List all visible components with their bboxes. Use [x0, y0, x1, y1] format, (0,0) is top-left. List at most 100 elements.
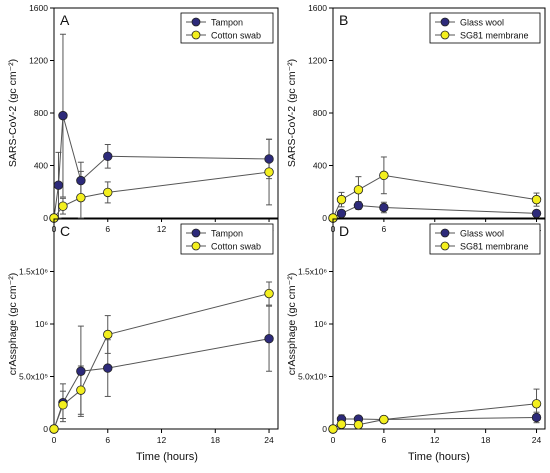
y-tick-label: 1200	[29, 56, 48, 66]
data-point	[379, 202, 389, 213]
panels: 04008001200160006121824SARS-CoV-2 (gc cm…	[7, 3, 546, 445]
data-point	[353, 420, 364, 430]
data-point	[76, 366, 86, 376]
legend-label: SG81 membrane	[460, 31, 529, 41]
legend: Tampon Cotton swab	[180, 12, 274, 44]
legend-label: Cotton swab	[211, 242, 261, 252]
data-point	[264, 334, 274, 344]
data-point	[53, 180, 64, 190]
y-tick-label: 800	[34, 108, 48, 118]
x-tick-label: 6	[105, 435, 110, 445]
y-tick-label: 1200	[308, 56, 327, 66]
data-point	[76, 192, 86, 203]
x-tick-label: 24	[264, 435, 274, 445]
series-line	[332, 416, 537, 430]
data-point	[531, 194, 542, 205]
legend-marker	[191, 30, 201, 40]
y-tick-label: 10⁶	[314, 319, 327, 329]
y-tick-label: 0	[43, 213, 48, 223]
legend-label: Tampon	[211, 229, 243, 239]
panel-letter: A	[60, 12, 70, 28]
y-axis-label: SARS-CoV-2 (gc cm⁻²)	[7, 59, 19, 167]
data-point	[76, 175, 86, 186]
legend-marker	[191, 228, 201, 238]
panel-b: 04008001200160006121824SARS-CoV-2 (gc cm…	[286, 3, 546, 234]
data-point	[531, 208, 542, 219]
data-point	[336, 419, 347, 429]
data-point	[58, 201, 68, 211]
legend-label: Glass wool	[460, 229, 504, 239]
data-point	[103, 363, 113, 373]
data-point	[58, 110, 68, 121]
legend-marker	[191, 241, 201, 251]
legend-box	[429, 223, 541, 255]
x-tick-label: 6	[382, 435, 387, 445]
data-point	[264, 154, 274, 164]
y-tick-label: 1.5x10⁶	[19, 267, 48, 277]
x-tick-label: 6	[105, 224, 110, 234]
data-point	[336, 194, 347, 205]
y-tick-label: 1.5x10⁶	[298, 267, 327, 277]
x-axis-label-left: Time (hours)	[136, 451, 198, 463]
y-tick-label: 5.0x10⁵	[19, 372, 48, 382]
legend-label: Tampon	[211, 18, 243, 28]
x-tick-label: 0	[331, 435, 336, 445]
y-tick-label: 400	[313, 161, 327, 171]
panel-letter: D	[339, 223, 349, 239]
series-line	[332, 174, 537, 219]
legend-marker	[440, 241, 450, 251]
data-point	[76, 385, 86, 395]
series-line	[332, 403, 537, 430]
legend-label: SG81 membrane	[460, 242, 529, 252]
legend-marker	[440, 228, 450, 238]
y-tick-label: 0	[43, 424, 48, 434]
y-tick-label: 10⁶	[35, 319, 48, 329]
x-tick-label: 6	[382, 224, 387, 234]
y-tick-label: 5.0x10⁵	[298, 372, 327, 382]
data-point	[58, 400, 68, 410]
x-tick-label: 12	[157, 224, 167, 234]
x-tick-label: 18	[211, 435, 221, 445]
legend-label: Glass wool	[460, 18, 504, 28]
data-point	[353, 185, 364, 195]
legend-box	[429, 12, 541, 44]
legend: Glass wool SG81 membrane	[429, 12, 541, 44]
data-point	[379, 414, 389, 425]
series-line	[332, 205, 537, 219]
x-tick-label: 0	[52, 435, 57, 445]
panel-a: 04008001200160006121824SARS-CoV-2 (gc cm…	[7, 3, 279, 234]
panel-c: 0 5.0x10⁵ 10⁶ 1.5x10⁶ 0 6 12 18 24 crAssphage (gc…	[7, 218, 279, 445]
data-point	[103, 187, 113, 198]
legend-label: Cotton swab	[211, 31, 261, 41]
data-point	[328, 424, 338, 434]
y-tick-label: 1600	[29, 3, 48, 13]
legend-marker	[191, 17, 201, 27]
legend: Tampon Cotton swab	[180, 223, 274, 255]
x-tick-label: 12	[157, 435, 167, 445]
series-line	[53, 115, 270, 219]
data-point	[264, 167, 274, 177]
y-tick-label: 400	[34, 161, 48, 171]
panel-d: 0 5.0x10⁵ 10⁶ 1.5x10⁶ 0 6 12 18 24 crAssphage (gc…	[286, 218, 546, 445]
y-tick-label: 800	[313, 108, 327, 118]
panel-letter: B	[339, 12, 348, 28]
data-point	[531, 399, 542, 409]
data-point	[103, 151, 113, 162]
data-point	[531, 412, 542, 423]
data-point	[103, 329, 113, 340]
y-axis-label: SARS-CoV-2 (gc cm⁻²)	[286, 59, 298, 167]
y-axis-label: crAssphage (gc cm⁻²)	[7, 273, 19, 375]
y-tick-label: 1600	[308, 3, 327, 13]
data-point	[353, 200, 364, 211]
legend: Glass wool SG81 membrane	[429, 223, 541, 255]
data-point	[336, 208, 347, 219]
legend-marker	[440, 17, 450, 27]
y-tick-label: 0	[322, 213, 327, 223]
x-tick-label: 24	[532, 435, 542, 445]
series-line	[53, 293, 270, 430]
y-axis-label: crAssphage (gc cm⁻²)	[286, 273, 298, 375]
x-tick-label: 12	[430, 435, 440, 445]
y-tick-label: 0	[322, 424, 327, 434]
